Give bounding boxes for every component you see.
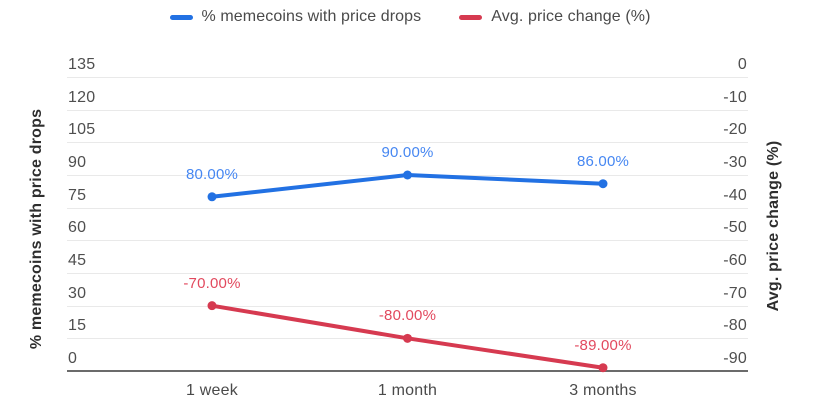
left-axis-title: % memecoins with price drops [28, 108, 45, 350]
legend-label-memecoins-drops: % memecoins with price drops [201, 8, 422, 25]
left-tick-label: 45 [68, 252, 87, 269]
x-tick-label: 1 week [186, 382, 238, 399]
right-tick-label: 0 [737, 56, 747, 73]
value-label: -80.00% [378, 307, 437, 325]
series-lines [207, 170, 608, 373]
plot-area: 135 0 120 -10 105 -20 90 -30 75 -40 60 -50 45 -60 30 -7… [67, 56, 748, 373]
legend-item-avg-price-change: Avg. price change (%) [459, 8, 650, 26]
left-tick-label: 0 [68, 350, 78, 367]
left-tick-label: 105 [68, 121, 96, 139]
right-tick-label: -60 [723, 252, 747, 269]
value-label: 80.00% [185, 165, 239, 183]
right-axis-title: Avg. price change (%) [765, 140, 782, 312]
chart-legend: % memecoins with price drops Avg. price … [0, 8, 820, 26]
value-label: 90.00% [381, 144, 434, 161]
right-tick-label: -90 [723, 350, 747, 367]
legend-label-avg-price-change: Avg. price change (%) [491, 8, 651, 25]
left-tick-label: 15 [68, 317, 87, 335]
gridline [67, 240, 748, 242]
left-tick-label: 135 [68, 56, 96, 73]
data-point [403, 170, 412, 180]
data-point [598, 179, 608, 189]
right-tick-label: -20 [723, 121, 747, 139]
right-tick-label: -10 [723, 88, 747, 106]
left-tick-label: 30 [68, 284, 87, 302]
gridline [67, 207, 748, 209]
data-point [207, 301, 217, 311]
gridline [67, 142, 748, 144]
value-label: -70.00% [183, 274, 241, 292]
left-tick-label: 75 [68, 186, 87, 204]
right-tick-label: -50 [723, 219, 747, 237]
right-tick-label: -30 [723, 154, 747, 171]
value-label: 86.00% [576, 152, 630, 170]
x-tick-label: 1 month [377, 382, 438, 399]
legend-swatch-red [459, 14, 483, 20]
x-tick-label: 3 months [569, 382, 637, 399]
x-axis-line [67, 370, 748, 372]
left-tick-label: 120 [68, 88, 96, 106]
value-label: -89.00% [574, 336, 632, 354]
right-tick-label: -80 [723, 317, 747, 335]
legend-item-memecoins-drops: % memecoins with price drops [169, 8, 422, 26]
legend-swatch-blue [169, 14, 193, 20]
right-tick-label: -70 [723, 284, 747, 302]
left-tick-label: 90 [68, 154, 87, 171]
gridline [67, 77, 748, 78]
left-tick-label: 60 [68, 219, 87, 237]
data-point [207, 192, 217, 202]
gridline [67, 273, 748, 274]
gridline [67, 109, 748, 111]
data-point [403, 333, 412, 343]
gridline [67, 305, 748, 307]
data-point [598, 363, 608, 373]
right-tick-label: -40 [723, 186, 747, 204]
